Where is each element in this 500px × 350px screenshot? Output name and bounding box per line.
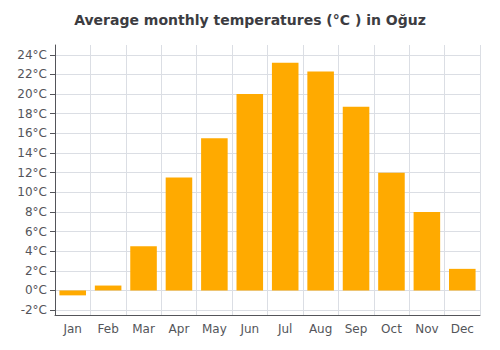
svg-text:Average monthly temperatures (: Average monthly temperatures (°C ) in Oğ… — [74, 12, 426, 28]
svg-text:Jan: Jan — [62, 322, 82, 336]
svg-text:18°C: 18°C — [17, 107, 47, 121]
svg-text:10°C: 10°C — [17, 185, 47, 199]
svg-text:Mar: Mar — [132, 322, 155, 336]
svg-text:20°C: 20°C — [17, 87, 47, 101]
svg-text:14°C: 14°C — [17, 146, 47, 160]
svg-text:Jul: Jul — [277, 322, 292, 336]
svg-text:12°C: 12°C — [17, 166, 47, 180]
svg-text:0°C: 0°C — [25, 283, 47, 297]
svg-text:Apr: Apr — [169, 322, 190, 336]
svg-text:16°C: 16°C — [17, 126, 47, 140]
svg-text:2°C: 2°C — [25, 264, 47, 278]
svg-text:8°C: 8°C — [25, 205, 47, 219]
svg-text:Sep: Sep — [345, 322, 368, 336]
svg-text:6°C: 6°C — [25, 225, 47, 239]
svg-text:Jun: Jun — [239, 322, 259, 336]
svg-text:4°C: 4°C — [25, 244, 47, 258]
svg-text:22°C: 22°C — [17, 67, 47, 81]
svg-text:-2°C: -2°C — [21, 303, 47, 317]
svg-text:Feb: Feb — [98, 322, 119, 336]
svg-text:May: May — [202, 322, 227, 336]
svg-text:Aug: Aug — [309, 322, 332, 336]
svg-text:Oct: Oct — [381, 322, 402, 336]
svg-text:Dec: Dec — [451, 322, 474, 336]
svg-text:24°C: 24°C — [17, 48, 47, 62]
svg-text:Nov: Nov — [415, 322, 438, 336]
